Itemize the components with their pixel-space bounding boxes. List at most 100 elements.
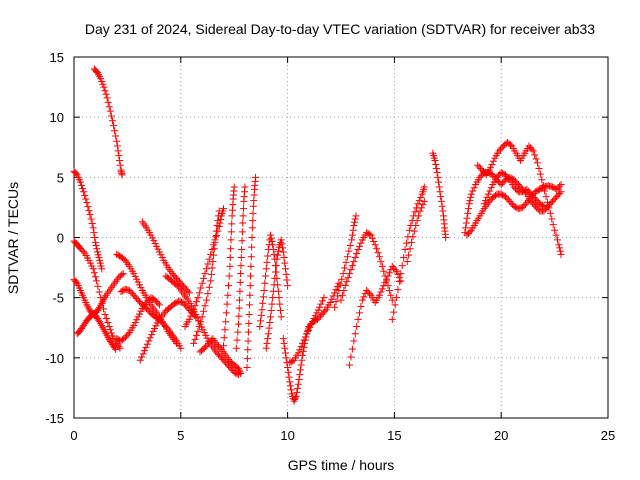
data-point-marker — [112, 132, 120, 140]
axis-ticks: 0 5 10 15 20 25 -15 -10 -5 0 5 10 15 — [45, 50, 615, 443]
data-point-marker — [501, 193, 509, 201]
data-point-marker — [113, 335, 121, 343]
data-point-marker — [354, 246, 362, 254]
data-point-marker — [420, 183, 428, 191]
data-point-marker — [215, 207, 223, 215]
data-point-marker — [72, 170, 80, 178]
data-point-marker — [82, 195, 90, 203]
data-point-marker — [237, 262, 245, 270]
data-point-marker — [90, 229, 98, 237]
data-point-marker — [411, 208, 419, 216]
data-point-marker — [118, 271, 126, 279]
data-point-marker — [394, 270, 402, 278]
series-arc-14 — [196, 335, 245, 377]
data-point-marker — [484, 190, 492, 198]
data-point-marker — [213, 221, 221, 229]
data-point-marker — [151, 296, 159, 304]
data-point-marker — [215, 212, 223, 220]
data-point-marker — [417, 204, 425, 212]
data-point-marker — [464, 229, 472, 237]
data-point-marker — [367, 231, 375, 239]
data-point-marker — [409, 233, 417, 241]
data-point-marker — [267, 307, 275, 315]
data-point-marker — [185, 289, 193, 297]
data-point-marker — [530, 201, 538, 209]
data-point-marker — [284, 368, 292, 376]
data-point-marker — [400, 254, 408, 262]
data-point-marker — [95, 305, 103, 313]
data-point-marker — [225, 362, 233, 370]
data-point-marker — [529, 147, 537, 155]
data-point-marker — [415, 212, 423, 220]
data-point-marker — [540, 202, 548, 210]
data-point-marker — [265, 324, 273, 332]
data-point-marker — [284, 363, 292, 371]
data-point-marker — [481, 169, 489, 177]
data-point-marker — [91, 238, 99, 246]
data-point-marker — [123, 332, 131, 340]
data-point-marker — [234, 320, 242, 328]
data-point-marker — [538, 176, 546, 184]
data-point-marker — [136, 356, 144, 364]
data-point-marker — [256, 323, 264, 331]
data-point-marker — [101, 87, 109, 95]
data-point-marker — [212, 233, 220, 241]
y-tick-label: 5 — [57, 170, 64, 185]
series-arc-27 — [429, 149, 450, 241]
data-point-marker — [208, 264, 216, 272]
data-point-marker — [397, 277, 405, 285]
data-point-marker — [489, 157, 497, 165]
data-point-marker — [267, 231, 275, 239]
data-point-marker — [102, 315, 110, 323]
data-point-marker — [108, 117, 116, 125]
data-point-marker — [177, 279, 185, 287]
data-point-marker — [554, 191, 562, 199]
data-point-marker — [524, 187, 532, 195]
data-point-marker — [262, 344, 270, 352]
data-point-marker — [295, 375, 303, 383]
data-point-marker — [333, 292, 341, 300]
data-point-marker — [128, 290, 136, 298]
data-point-marker — [525, 142, 533, 150]
data-point-marker — [197, 284, 205, 292]
data-point-marker — [248, 243, 256, 251]
data-point-marker — [293, 388, 301, 396]
data-point-marker — [275, 294, 283, 302]
data-point-marker — [248, 234, 256, 241]
x-tick-label: 5 — [177, 428, 184, 443]
data-point-marker — [220, 334, 228, 342]
data-point-marker — [84, 203, 92, 211]
y-tick-label: -15 — [45, 411, 64, 426]
data-point-marker — [187, 312, 195, 320]
data-point-marker — [257, 311, 265, 319]
data-point-marker — [153, 298, 161, 306]
data-point-marker — [506, 197, 514, 205]
data-point-marker — [521, 200, 529, 208]
data-point-marker — [528, 145, 536, 153]
data-point-marker — [357, 302, 365, 310]
data-point-marker — [170, 300, 178, 308]
data-point-marker — [383, 275, 391, 283]
data-point-marker — [203, 341, 211, 349]
data-point-marker — [115, 152, 123, 160]
data-point-marker — [185, 315, 193, 323]
data-point-marker — [339, 270, 347, 278]
data-point-marker — [541, 205, 549, 213]
data-point-marker — [475, 163, 483, 171]
data-point-marker — [326, 298, 334, 306]
data-point-marker — [220, 342, 228, 350]
data-point-marker — [184, 287, 192, 295]
data-point-marker — [439, 207, 447, 215]
data-point-marker — [103, 94, 111, 102]
data-point-marker — [551, 194, 559, 202]
data-point-marker — [350, 258, 358, 266]
data-point-marker — [363, 286, 371, 294]
data-point-marker — [81, 191, 89, 199]
data-point-marker — [495, 147, 503, 155]
data-point-marker — [333, 282, 341, 290]
data-point-marker — [384, 272, 392, 280]
data-point-marker — [318, 297, 326, 305]
data-point-marker — [388, 296, 396, 304]
series-arc-20 — [279, 279, 343, 405]
data-point-marker — [116, 156, 124, 164]
